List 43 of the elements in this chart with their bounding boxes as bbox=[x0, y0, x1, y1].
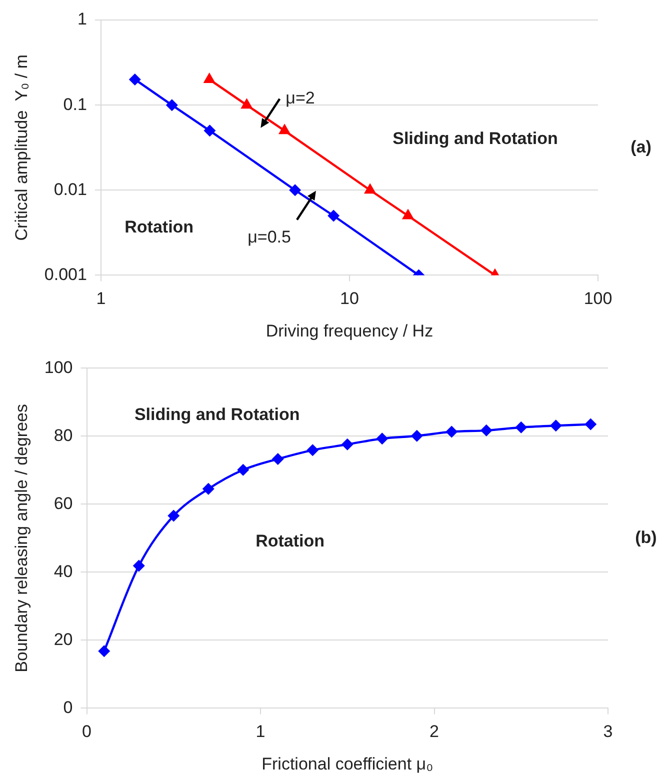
annotation: μ=2 bbox=[286, 88, 315, 108]
point bbox=[272, 452, 284, 465]
annotation: Rotation bbox=[256, 531, 325, 550]
x-tick-label: 1 bbox=[256, 722, 266, 742]
y-tick-label: 0.01 bbox=[54, 180, 87, 199]
point bbox=[515, 421, 528, 434]
y-tick-label: 0.1 bbox=[63, 94, 87, 114]
point bbox=[306, 444, 319, 456]
point bbox=[237, 464, 250, 476]
y-tick-label: 1 bbox=[77, 10, 87, 29]
point bbox=[584, 418, 597, 430]
point bbox=[202, 482, 214, 495]
y-axis-title: Critical amplitude Y₀ / m bbox=[12, 54, 31, 241]
y-tick-label: 100 bbox=[44, 358, 73, 377]
x-tick-label: 10 bbox=[340, 289, 359, 308]
text: (a) bbox=[630, 137, 652, 156]
x-axis-title: Frictional coefficient μ₀ bbox=[262, 754, 434, 774]
y-tick-label: 0 bbox=[63, 698, 73, 717]
y-tick-label: 20 bbox=[54, 630, 73, 649]
text: (b) bbox=[635, 528, 657, 547]
x-tick-label: 100 bbox=[584, 289, 612, 308]
annotation: μ=0.5 bbox=[248, 227, 291, 246]
annotation: Sliding and Rotation bbox=[134, 405, 300, 424]
y-tick-label: 40 bbox=[54, 562, 73, 581]
point bbox=[480, 424, 492, 436]
annotation: Rotation bbox=[124, 218, 194, 237]
y-axis-title: Boundary releasing angle / degrees bbox=[12, 404, 31, 672]
x-tick-label: 3 bbox=[603, 722, 613, 742]
y-tick-label: 0.001 bbox=[44, 264, 87, 284]
annotation: Sliding and Rotation bbox=[392, 128, 558, 148]
point bbox=[376, 432, 388, 445]
point bbox=[98, 645, 110, 658]
point bbox=[168, 510, 180, 522]
x-tick-label: 2 bbox=[430, 722, 439, 742]
point bbox=[410, 430, 423, 442]
y-tick-label: 60 bbox=[54, 494, 73, 513]
y-tick-label: 80 bbox=[54, 426, 73, 445]
point bbox=[446, 426, 458, 438]
x-axis-title: Driving frequency / Hz bbox=[266, 321, 434, 340]
point bbox=[132, 560, 145, 572]
point bbox=[341, 438, 354, 450]
point bbox=[550, 420, 562, 432]
x-tick-label: 1 bbox=[96, 289, 106, 308]
